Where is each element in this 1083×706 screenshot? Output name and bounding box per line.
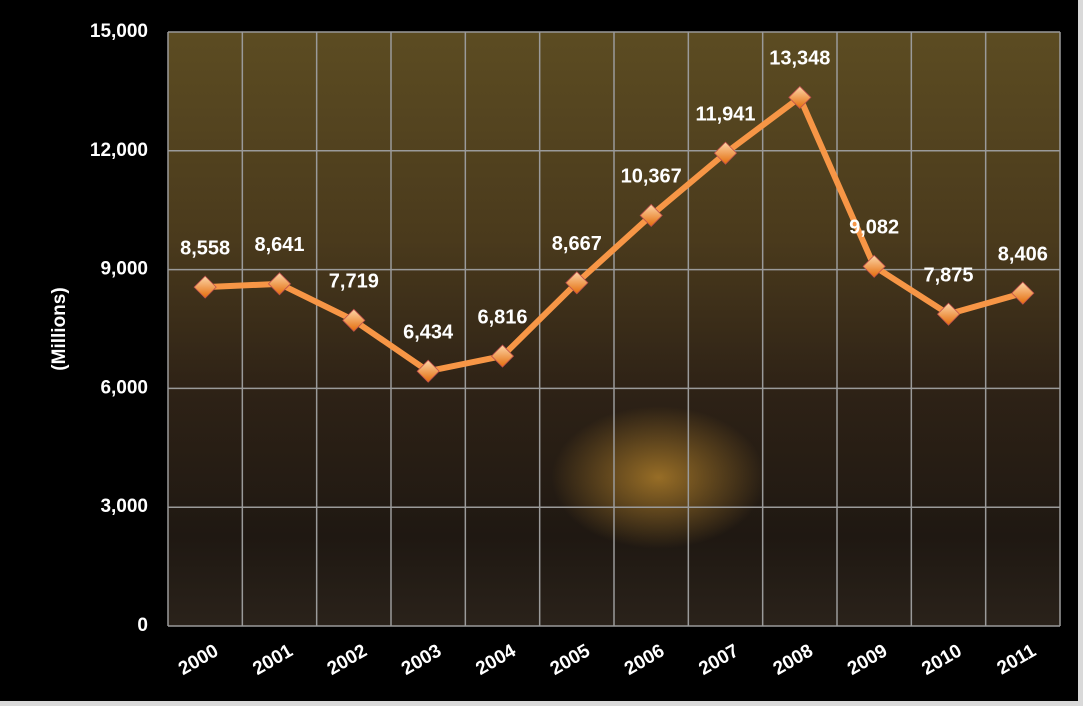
data-label: 6,434 bbox=[403, 321, 454, 343]
marker bbox=[267, 272, 292, 296]
marker bbox=[713, 141, 738, 165]
data-label: 6,816 bbox=[477, 306, 527, 328]
y-axis-label: (Millions) bbox=[49, 287, 70, 370]
edge bbox=[1078, 0, 1083, 706]
data-label: 7,875 bbox=[923, 264, 973, 286]
y-tick-label: 0 bbox=[137, 615, 148, 636]
data-label: 8,641 bbox=[254, 234, 304, 256]
data-label: 8,667 bbox=[552, 233, 602, 255]
data-label: 8,406 bbox=[998, 243, 1048, 265]
y-tick-label: 9,000 bbox=[100, 259, 148, 280]
marker bbox=[416, 359, 440, 383]
data-label: 13,348 bbox=[769, 48, 830, 70]
data-label: 7,719 bbox=[329, 271, 379, 293]
marker bbox=[936, 302, 961, 326]
marker bbox=[1011, 281, 1035, 305]
marker bbox=[342, 308, 366, 332]
marker bbox=[565, 271, 589, 295]
data-label: 11,941 bbox=[695, 103, 755, 125]
y-tick-label: 12,000 bbox=[90, 140, 148, 161]
marker bbox=[193, 275, 217, 299]
edge bbox=[0, 701, 1083, 706]
marker bbox=[490, 344, 515, 368]
y-tick-label: 3,000 bbox=[100, 496, 148, 517]
marker bbox=[639, 203, 663, 228]
data-label: 8,558 bbox=[180, 237, 230, 259]
y-tick-label: 6,000 bbox=[100, 377, 148, 398]
data-label: 10,367 bbox=[621, 166, 682, 188]
marker bbox=[788, 85, 812, 109]
series-line bbox=[205, 94, 1024, 375]
y-tick-label: 15,000 bbox=[90, 21, 148, 42]
marker bbox=[862, 254, 886, 278]
data-label: 9,082 bbox=[849, 217, 899, 239]
